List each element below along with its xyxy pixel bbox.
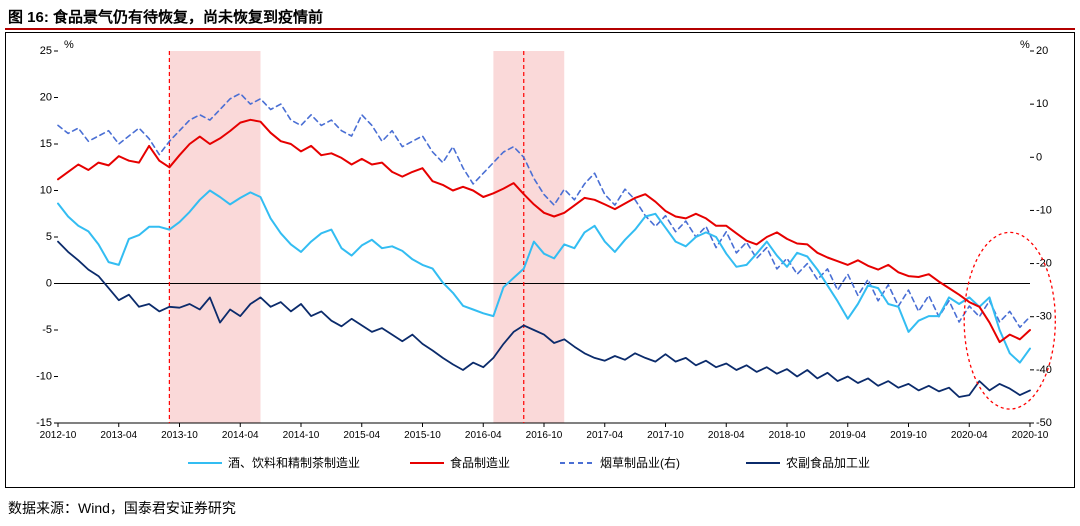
x-tick: 2018-10 xyxy=(769,430,806,441)
y-right-tick: 10 xyxy=(1036,98,1048,110)
legend-label: 食品制造业 xyxy=(450,455,510,470)
legend-label: 烟草制品业(右) xyxy=(600,455,680,470)
x-tick: 2012-10 xyxy=(40,430,77,441)
chart-container: -15-10-50510152025-50-40-30-20-100102020… xyxy=(5,32,1075,488)
legend-label: 酒、饮料和精制茶制造业 xyxy=(228,455,360,470)
right-unit: % xyxy=(1020,39,1030,51)
y-left-tick: -15 xyxy=(36,417,52,429)
x-tick: 2020-10 xyxy=(1012,430,1049,441)
x-tick: 2014-10 xyxy=(283,430,320,441)
y-right-tick: -40 xyxy=(1036,364,1052,376)
x-tick: 2016-04 xyxy=(465,430,502,441)
line-chart: -15-10-50510152025-50-40-30-20-100102020… xyxy=(6,33,1074,487)
highlight-band xyxy=(493,51,564,423)
x-tick: 2018-04 xyxy=(708,430,745,441)
y-right-tick: 0 xyxy=(1036,151,1042,163)
left-unit: % xyxy=(64,39,74,51)
y-left-tick: -10 xyxy=(36,371,52,383)
y-left-tick: 20 xyxy=(40,92,52,104)
title-underline xyxy=(5,28,1075,30)
x-tick: 2015-10 xyxy=(404,430,441,441)
x-tick: 2013-04 xyxy=(100,430,137,441)
y-right-tick: -50 xyxy=(1036,417,1052,429)
legend-label: 农副食品加工业 xyxy=(786,455,870,470)
y-left-tick: 0 xyxy=(46,278,52,290)
y-left-tick: -5 xyxy=(42,324,52,336)
y-left-tick: 5 xyxy=(46,231,52,243)
y-right-tick: -30 xyxy=(1036,311,1052,323)
x-tick: 2014-04 xyxy=(222,430,259,441)
y-right-tick: -10 xyxy=(1036,204,1052,216)
y-left-tick: 15 xyxy=(40,138,52,150)
x-tick: 2015-04 xyxy=(343,430,380,441)
x-tick: 2017-10 xyxy=(647,430,684,441)
figure-title: 图 16: 食品景气仍有待恢复，尚未恢复到疫情前 xyxy=(8,6,323,27)
highlight-band xyxy=(169,51,260,423)
x-tick: 2019-04 xyxy=(829,430,866,441)
x-tick: 2013-10 xyxy=(161,430,198,441)
x-tick: 2017-04 xyxy=(586,430,623,441)
x-tick: 2019-10 xyxy=(890,430,927,441)
y-left-tick: 25 xyxy=(40,45,52,57)
x-tick: 2016-10 xyxy=(526,430,563,441)
y-right-tick: 20 xyxy=(1036,45,1048,57)
data-source: 数据来源：Wind，国泰君安证券研究 xyxy=(8,498,236,518)
x-tick: 2020-04 xyxy=(951,430,988,441)
y-left-tick: 10 xyxy=(40,185,52,197)
